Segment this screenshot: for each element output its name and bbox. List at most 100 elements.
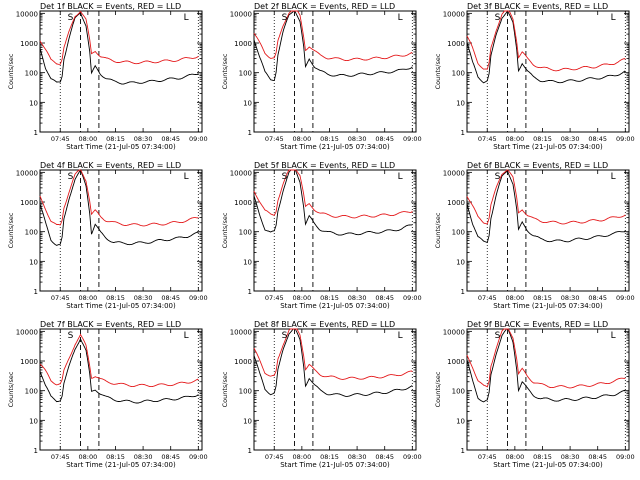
x-tick-label: 08:30 (134, 135, 153, 143)
lld-series-line (39, 333, 199, 388)
x-tick-label: 08:15 (106, 294, 125, 302)
x-tick-label: 09:00 (616, 453, 635, 461)
chart-panel-9: 1 10 100 1000 10000 07:45 08:00 08:15 08:30 08:45… (434, 320, 635, 469)
plot-frame (253, 10, 417, 133)
chart-panel-4: 1 10 100 1000 10000 07:45 08:00 08:15 08:30 08:45… (7, 161, 208, 310)
x-tick-label: 08:00 (505, 135, 524, 143)
y-tick-label: 100 (25, 388, 38, 396)
x-tick-label: 08:15 (533, 294, 552, 302)
y-axis-label: Counts/sec (7, 371, 15, 407)
x-tick-label: 09:00 (189, 135, 208, 143)
y-tick-label: 100 (239, 388, 252, 396)
lld-series-line (466, 328, 626, 389)
panel-title: Det 2f BLACK = Events, RED = LLD (254, 2, 395, 11)
x-tick-label: 08:45 (375, 294, 394, 302)
x-tick-label: 09:00 (189, 453, 208, 461)
chart-panel-1: 1 10 100 1000 10000 07:45 08:00 08:15 08:30 08:45… (7, 2, 208, 151)
x-tick-label: 08:30 (134, 294, 153, 302)
marker-label-s: S (68, 13, 74, 23)
y-axis-label: Counts/sec (7, 212, 15, 248)
x-tick-label: 08:30 (348, 135, 367, 143)
y-tick-label: 10000 (443, 10, 465, 18)
marker-label-s: S (282, 13, 288, 23)
y-tick-label: 1 (461, 288, 465, 296)
lld-series-line (466, 10, 626, 72)
marker-label-l: L (398, 331, 403, 341)
marker-label-s: S (68, 331, 74, 341)
y-tick-label: 10000 (230, 169, 252, 177)
x-tick-label: 08:45 (161, 294, 180, 302)
y-tick-label: 10 (243, 99, 252, 107)
x-tick-label: 09:00 (616, 135, 635, 143)
panel-title: Det 7f BLACK = Events, RED = LLD (40, 320, 181, 329)
y-tick-label: 10 (456, 417, 465, 425)
x-tick-label: 08:30 (348, 294, 367, 302)
plot-frame (253, 169, 417, 292)
x-tick-label: 07:45 (265, 453, 284, 461)
x-tick-label: 08:15 (533, 135, 552, 143)
y-axis-label: Counts/sec (434, 212, 442, 248)
marker-label-s: S (282, 172, 288, 182)
marker-label-l: L (611, 172, 616, 182)
x-tick-label: 08:30 (348, 453, 367, 461)
panel-title: Det 4f BLACK = Events, RED = LLD (40, 161, 181, 170)
marker-label-l: L (184, 172, 189, 182)
marker-label-s: S (68, 172, 74, 182)
x-tick-label: 08:00 (78, 453, 97, 461)
y-tick-label: 1000 (234, 358, 252, 366)
y-tick-label: 1 (461, 447, 465, 455)
y-tick-label: 1 (34, 129, 38, 137)
x-axis-label: Start Time (21-Jul-05 07:34:00) (493, 461, 603, 469)
plot-frame (39, 328, 203, 451)
x-tick-label: 09:00 (189, 294, 208, 302)
y-tick-label: 100 (452, 70, 465, 78)
y-tick-label: 100 (25, 70, 38, 78)
y-axis-label: Counts/sec (7, 53, 15, 89)
x-tick-label: 08:30 (134, 453, 153, 461)
marker-label-l: L (184, 331, 189, 341)
y-tick-label: 100 (25, 229, 38, 237)
x-tick-label: 08:45 (588, 453, 607, 461)
x-tick-label: 08:15 (320, 453, 339, 461)
y-tick-label: 100 (239, 229, 252, 237)
panel-title: Det 3f BLACK = Events, RED = LLD (467, 2, 608, 11)
chart-panel-5: 1 10 100 1000 10000 07:45 08:00 08:15 08:30 08:45… (221, 161, 422, 310)
panel-title: Det 6f BLACK = Events, RED = LLD (467, 161, 608, 170)
x-tick-label: 08:45 (161, 453, 180, 461)
lld-series-line (39, 169, 199, 227)
y-tick-label: 100 (239, 70, 252, 78)
x-axis-label: Start Time (21-Jul-05 07:34:00) (493, 143, 603, 151)
x-axis-label: Start Time (21-Jul-05 07:34:00) (66, 461, 176, 469)
x-tick-label: 08:15 (106, 453, 125, 461)
y-tick-label: 10000 (16, 328, 38, 336)
y-tick-label: 10 (29, 99, 38, 107)
x-axis-label: Start Time (21-Jul-05 07:34:00) (493, 302, 603, 310)
x-tick-label: 07:45 (265, 294, 284, 302)
lld-series-line (39, 10, 199, 65)
marker-label-l: L (184, 13, 189, 23)
x-tick-label: 08:45 (375, 135, 394, 143)
marker-label-s: S (282, 331, 288, 341)
marker-label-l: L (611, 13, 616, 23)
x-tick-label: 07:45 (478, 453, 497, 461)
x-axis-label: Start Time (21-Jul-05 07:34:00) (280, 143, 390, 151)
x-tick-label: 08:30 (561, 135, 580, 143)
y-tick-label: 1000 (20, 358, 38, 366)
y-tick-label: 1000 (234, 199, 252, 207)
y-tick-label: 10 (29, 417, 38, 425)
y-tick-label: 10000 (16, 169, 38, 177)
lld-series-line (253, 169, 413, 219)
x-tick-label: 08:00 (292, 135, 311, 143)
y-tick-label: 10 (243, 417, 252, 425)
y-tick-label: 1 (248, 129, 252, 137)
panel-title: Det 8f BLACK = Events, RED = LLD (254, 320, 395, 329)
y-tick-label: 1 (248, 447, 252, 455)
lld-series-line (253, 328, 413, 380)
events-series-line (253, 328, 413, 397)
x-tick-label: 08:15 (320, 294, 339, 302)
marker-label-s: S (495, 13, 501, 23)
marker-label-s: S (495, 172, 501, 182)
x-tick-label: 07:45 (51, 453, 70, 461)
marker-label-l: L (611, 331, 616, 341)
